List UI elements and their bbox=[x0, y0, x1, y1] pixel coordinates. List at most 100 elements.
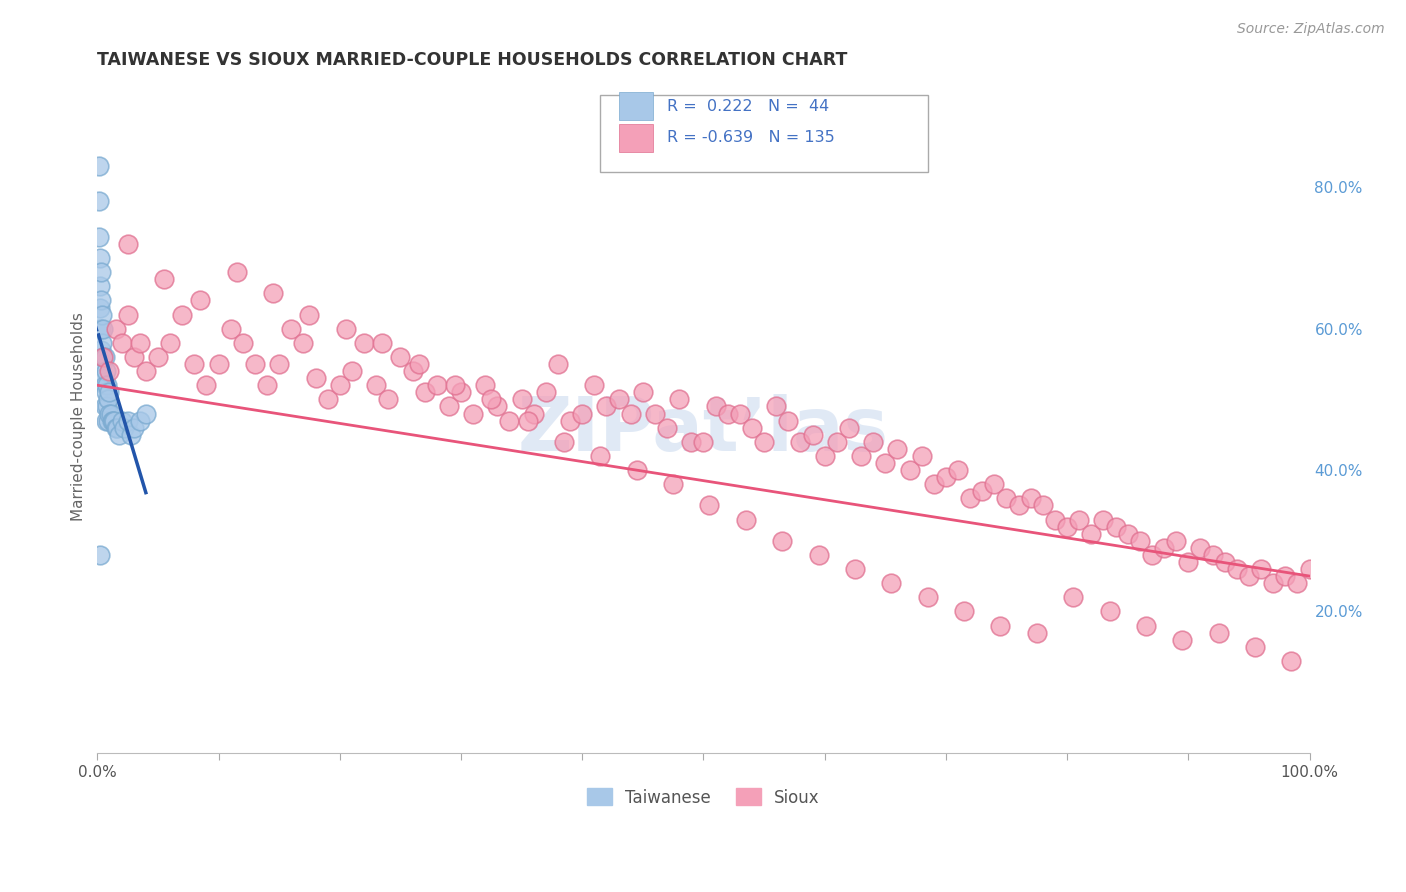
Point bbox=[117, 236, 139, 251]
Point bbox=[120, 427, 142, 442]
Point bbox=[101, 414, 124, 428]
FancyBboxPatch shape bbox=[619, 124, 652, 152]
Point bbox=[922, 477, 945, 491]
Point bbox=[778, 414, 800, 428]
Point bbox=[183, 357, 205, 371]
Point bbox=[105, 420, 128, 434]
Point bbox=[953, 604, 976, 618]
Point bbox=[98, 385, 121, 400]
Point bbox=[1189, 541, 1212, 555]
Point bbox=[699, 499, 721, 513]
Point bbox=[190, 293, 212, 308]
Point bbox=[146, 350, 169, 364]
Point bbox=[98, 364, 121, 378]
Point bbox=[90, 293, 112, 308]
Point bbox=[207, 357, 229, 371]
Point bbox=[89, 301, 111, 315]
Point bbox=[94, 385, 117, 400]
Point bbox=[474, 378, 496, 392]
Point bbox=[97, 414, 120, 428]
Point bbox=[292, 335, 315, 350]
Text: Source: ZipAtlas.com: Source: ZipAtlas.com bbox=[1237, 22, 1385, 37]
Point bbox=[87, 159, 110, 173]
Point bbox=[93, 350, 115, 364]
Point bbox=[734, 512, 756, 526]
Point bbox=[87, 230, 110, 244]
Point bbox=[1092, 512, 1115, 526]
Point bbox=[789, 434, 811, 449]
Point bbox=[135, 364, 157, 378]
Point bbox=[1025, 625, 1047, 640]
Point bbox=[1237, 569, 1260, 583]
Point bbox=[875, 456, 897, 470]
Point bbox=[607, 392, 630, 407]
Point bbox=[153, 272, 176, 286]
Point bbox=[413, 385, 436, 400]
Point bbox=[329, 378, 352, 392]
Point bbox=[1116, 526, 1139, 541]
Point bbox=[128, 414, 150, 428]
Point bbox=[728, 407, 751, 421]
Point bbox=[880, 576, 903, 591]
Point bbox=[104, 322, 127, 336]
Point bbox=[1279, 654, 1302, 668]
Point bbox=[935, 470, 957, 484]
Y-axis label: Married-couple Households: Married-couple Households bbox=[72, 312, 86, 522]
Point bbox=[93, 371, 115, 385]
Point bbox=[1140, 548, 1163, 562]
Point bbox=[219, 322, 242, 336]
Point bbox=[96, 400, 118, 414]
Point bbox=[959, 491, 981, 506]
Point bbox=[807, 548, 830, 562]
Point bbox=[1007, 499, 1029, 513]
Point bbox=[1166, 533, 1188, 548]
Point bbox=[100, 407, 122, 421]
Point bbox=[479, 392, 502, 407]
Point bbox=[101, 414, 124, 428]
Point bbox=[232, 335, 254, 350]
Point bbox=[662, 477, 685, 491]
Point bbox=[770, 533, 793, 548]
Point bbox=[96, 378, 118, 392]
Point bbox=[844, 562, 866, 576]
Point bbox=[256, 378, 278, 392]
Point bbox=[1080, 526, 1102, 541]
Point bbox=[1171, 632, 1194, 647]
Point bbox=[534, 385, 557, 400]
Point bbox=[1153, 541, 1175, 555]
Point bbox=[631, 385, 654, 400]
Point bbox=[110, 414, 132, 428]
Point bbox=[450, 385, 472, 400]
Point bbox=[437, 400, 460, 414]
Point bbox=[93, 400, 115, 414]
Point bbox=[620, 407, 643, 421]
Point bbox=[401, 364, 423, 378]
Point bbox=[243, 357, 266, 371]
Point bbox=[280, 322, 302, 336]
Point bbox=[523, 407, 546, 421]
Point bbox=[717, 407, 740, 421]
Point bbox=[91, 357, 114, 371]
Point bbox=[1177, 555, 1199, 569]
Point bbox=[1201, 548, 1223, 562]
Point bbox=[110, 335, 132, 350]
Point bbox=[269, 357, 291, 371]
Point bbox=[340, 364, 363, 378]
Point bbox=[463, 407, 485, 421]
Point bbox=[1274, 569, 1296, 583]
Point bbox=[681, 434, 703, 449]
Point bbox=[94, 414, 117, 428]
Point bbox=[849, 449, 872, 463]
Point bbox=[90, 322, 112, 336]
Point bbox=[1056, 519, 1078, 533]
Point bbox=[117, 308, 139, 322]
Point bbox=[801, 427, 824, 442]
Point bbox=[1098, 604, 1121, 618]
Point bbox=[589, 449, 612, 463]
Point bbox=[1226, 562, 1249, 576]
Point bbox=[595, 400, 617, 414]
Point bbox=[838, 420, 860, 434]
FancyBboxPatch shape bbox=[600, 95, 928, 172]
Point bbox=[1019, 491, 1042, 506]
Point bbox=[741, 420, 763, 434]
